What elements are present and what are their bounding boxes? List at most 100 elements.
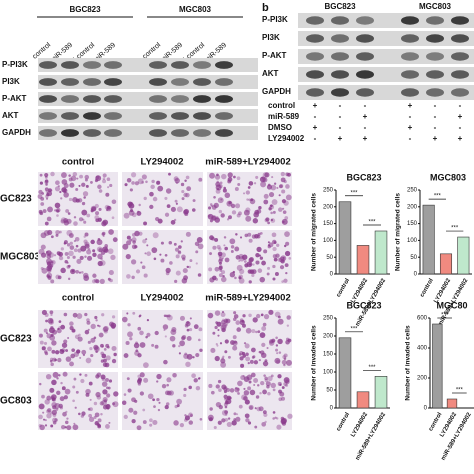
blot-band [171,95,189,103]
cell-stain [195,385,201,391]
cell-stain [186,353,193,360]
cell-stain [165,402,170,406]
cell-stain [76,177,79,180]
cell-stain [231,420,237,426]
cell-stain [280,171,286,177]
cell-stain [141,174,147,180]
cell-stain [259,276,266,283]
cell-stain [139,330,144,336]
cell-stain [189,328,193,332]
cell-stain [214,355,220,362]
cell-stain [143,221,148,226]
cell-stain [137,326,142,331]
cell-stain [242,323,246,328]
cell-stain [153,257,157,261]
cell-stain [247,361,250,365]
cell-stain [45,190,48,193]
cell-stain [168,172,171,176]
cell-stain [221,252,226,258]
y-tick-label: 100 [323,238,334,244]
cell-stain [111,358,117,364]
cell-stain [126,312,129,315]
cell-stain [47,206,53,213]
cell-stain [235,203,241,209]
cell-stain [245,190,250,195]
cell-stain [102,326,109,333]
cell-stain [61,349,65,353]
cell-stain [265,381,271,387]
cell-stain [234,187,239,192]
cell-stain [252,218,259,224]
cell-stain [170,220,176,225]
cell-stain [277,374,282,379]
cell-stain [255,175,259,179]
blot-band [401,34,419,43]
cell-stain [286,359,292,366]
blot-band [171,129,189,137]
cell-stain [75,244,79,248]
cell-stain [267,241,270,244]
cell-stain [180,240,183,243]
cell-stain [218,273,223,278]
y-tick-label: 250 [323,316,334,322]
cell-stain [101,232,105,236]
cell-stain [145,180,148,184]
blot-band [83,129,101,137]
cell-stain [242,314,246,318]
cell-stain [40,244,46,250]
cell-stain [63,339,68,344]
cell-stain [53,254,57,257]
cell-stain [58,320,62,323]
cell-stain [256,406,261,412]
treatment-sign: + [313,123,318,132]
cell-stain [125,253,131,260]
cell-stain [260,350,265,355]
cell-stain [219,181,223,185]
cell-stain [217,328,220,332]
cell-stain [286,315,291,320]
cell-stain [69,182,75,188]
cell-stain [268,207,272,211]
y-axis-label: Number of migrated cells [395,193,402,271]
cell-stain [59,230,62,234]
cell-stain [278,389,282,394]
cell-stain [209,235,214,241]
cell-stain [175,202,178,205]
cell-stain [232,335,237,340]
cell-stain [60,324,66,330]
cell-stain [248,313,252,318]
cell-stain [236,264,243,271]
cell-stain [245,215,252,222]
cell-stain [50,313,53,317]
treatment-sign: + [363,112,368,121]
cell-stain [197,273,202,277]
blot-band [426,52,444,61]
blot-band [451,70,469,79]
cell-stain [257,330,261,334]
cell-stain [226,395,232,401]
cell-stain [235,255,241,260]
cell-stain [65,356,72,362]
cell-stain [223,394,228,399]
cell-stain [253,378,259,383]
cell-stain [274,272,279,276]
cell-stain [276,352,279,355]
cell-stain [101,381,108,387]
cell-stain [280,177,286,183]
blot-band [451,52,469,61]
cell-stain [255,253,260,258]
cell-stain [134,399,138,403]
blot-band [306,88,324,97]
cell-stain [279,265,285,270]
treatment-sign: - [339,101,342,110]
cell-stain [247,232,252,237]
cell-stain [287,172,291,177]
cell-stain [266,184,273,190]
cell-stain [60,381,63,385]
cell-stain [141,181,144,184]
cell-stain [245,418,250,423]
blot-band [356,16,374,25]
cell-stain [105,377,109,382]
cell-stain [246,261,253,268]
blot-band [356,70,374,79]
